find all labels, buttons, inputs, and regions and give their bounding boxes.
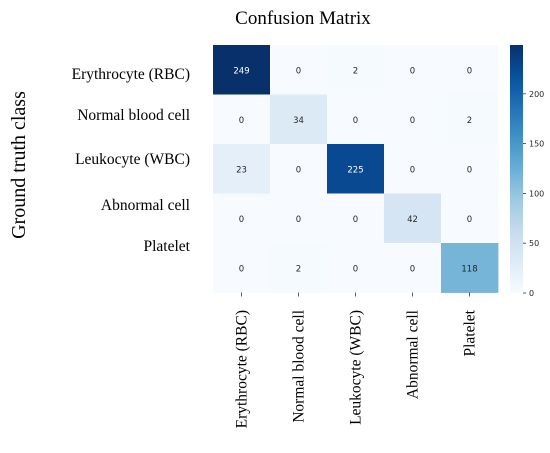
row-label: Abnormal cell [101,197,190,214]
cell-value-label: 0 [467,215,472,225]
cell-value-label: 0 [296,165,301,175]
cell-value-label: 2 [467,116,472,126]
heatmap-cell [213,144,271,194]
heatmap-cell [441,94,499,145]
heatmap-cell [384,243,442,293]
heatmap-cell [327,94,385,145]
cell-value-label: 34 [293,116,304,126]
heatmap-cells: 249 0 2 0 0 0 34 0 0 2 23 0 225 0 0 0 0 0 42 0 0 2 0 0 118 [213,45,499,293]
colorbar-tick-label: 0 [529,289,534,298]
column-label: Erythrocyte (RBC) [234,310,251,428]
heatmap-cell [327,144,385,194]
heatmap-cell [213,243,271,293]
heatmap-cell [384,45,442,95]
row-label: Leukocyte (WBC) [75,151,190,168]
heatmap-cell [441,45,499,95]
column-labels: Erythrocyte (RBC) Normal blood cell Leukoc… [234,292,479,428]
cell-value-label: 0 [239,264,244,274]
heatmap-cell [270,243,328,293]
heatmap-cell [213,45,271,95]
cell-value-label: 225 [347,165,363,175]
colorbar-gradient [510,45,523,293]
cell-value-label: 0 [353,116,358,126]
heatmap-cell [441,193,499,244]
cell-value-label: 0 [410,165,415,175]
cell-value-label: 2 [353,66,358,76]
heatmap-cell [384,94,442,145]
heatmap-cell [270,193,328,244]
cell-value-label: 0 [410,116,415,126]
column-label: Platelet [462,309,479,356]
row-labels: Erythrocyte (RBC) Normal blood cell Leukoc… [72,66,191,255]
chart-title: Confusion Matrix [235,8,371,29]
cell-value-label: 249 [233,66,249,76]
cell-value-label: 118 [461,264,477,274]
cell-value-label: 0 [410,264,415,274]
cell-value-label: 2 [296,264,301,274]
heatmap-cell [270,45,328,95]
heatmap-cell [327,193,385,244]
row-label: Erythrocyte (RBC) [72,66,190,83]
colorbar-tick-label: 200 [529,90,544,99]
cell-value-label: 0 [353,264,358,274]
column-label: Leukocyte (WBC) [348,310,365,425]
cell-value-label: 0 [467,165,472,175]
heatmap-cell [441,144,499,194]
cell-value-label: 0 [467,66,472,76]
cell-value-label: 23 [236,165,247,175]
cell-value-label: 0 [353,215,358,225]
cell-value-label: 0 [296,66,301,76]
heatmap-cell [384,193,442,244]
heatmap-cell [213,193,271,244]
heatmap-cell [327,45,385,95]
heatmap-cell [270,144,328,194]
cell-value-label: 0 [410,66,415,76]
column-label: Normal blood cell [291,310,308,423]
heatmap-cell [270,94,328,145]
column-label: Abnormal cell [405,310,422,399]
colorbar-tick-label: 100 [529,189,544,198]
heatmap-cell [327,243,385,293]
cell-value-label: 0 [239,215,244,225]
row-label: Platelet [144,238,191,255]
y-axis-title: Ground truth class [8,91,30,239]
cell-value-label: 42 [407,215,418,225]
colorbar-tick-label: 150 [529,140,544,149]
heatmap-cell [384,144,442,194]
row-label: Normal blood cell [77,107,190,124]
cell-value-label: 0 [239,116,244,126]
heatmap-cell [441,243,499,293]
heatmap-cell [213,94,271,145]
colorbar: 0 50 100 150 200 [510,45,544,298]
cell-value-label: 0 [296,215,301,225]
colorbar-tick-label: 50 [529,239,539,248]
